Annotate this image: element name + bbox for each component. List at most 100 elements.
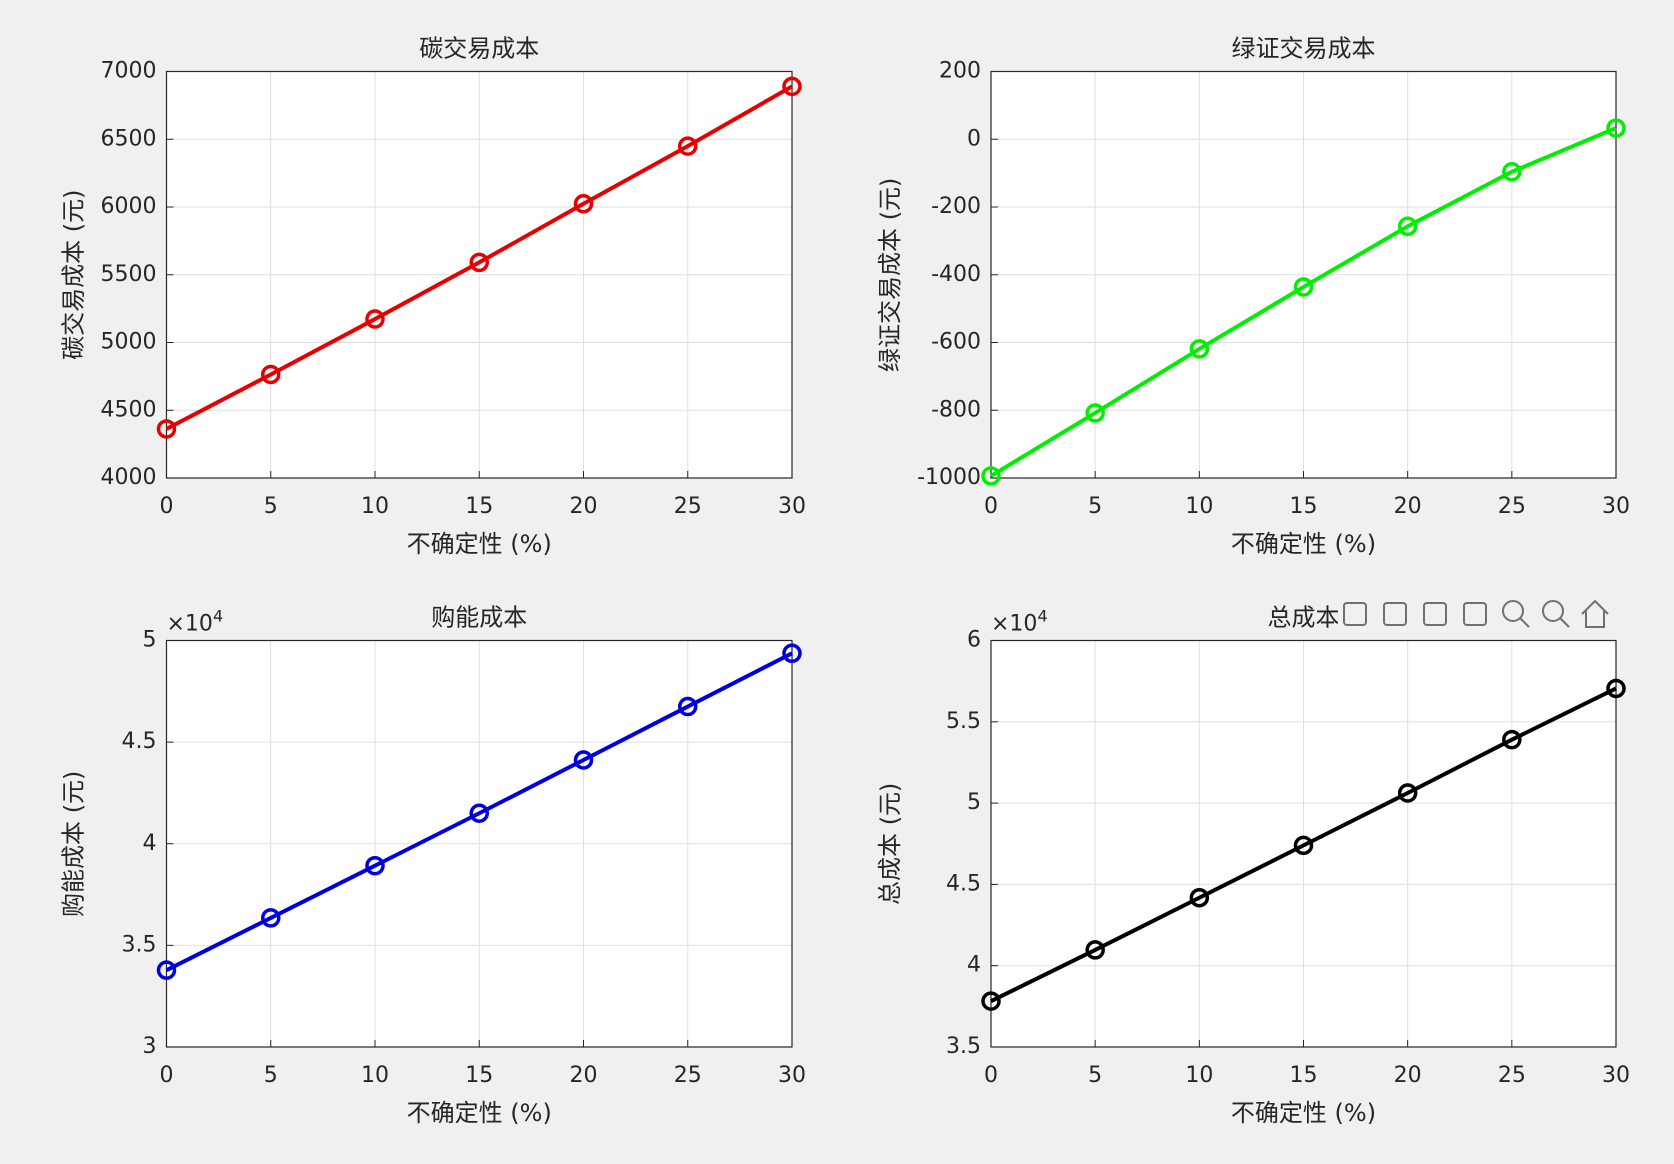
y-tick-label: 4.5 [946, 871, 981, 896]
data-point [261, 908, 281, 928]
axes-frame [990, 70, 1617, 479]
data-point [1502, 729, 1522, 750]
y-tick-label: 5000 [101, 330, 157, 355]
x-tick-label: 20 [570, 494, 598, 519]
x-tick-label: 0 [160, 1063, 174, 1088]
data-point [782, 643, 802, 664]
data-point [469, 803, 489, 824]
x-tick-label: 15 [465, 494, 493, 519]
data-point [1502, 162, 1522, 182]
multiplier-exponent: 4 [1037, 606, 1047, 625]
y-tick-label: 5 [143, 628, 157, 653]
data-point [678, 696, 698, 717]
data-line [165, 651, 793, 972]
x-tick-label: 5 [264, 1063, 278, 1088]
data-point [1606, 678, 1626, 699]
x-tick-label: 0 [984, 1063, 998, 1088]
y-tick-label: 6000 [101, 194, 157, 219]
data-point [1189, 887, 1210, 908]
data-point [469, 252, 489, 273]
data-point [1397, 783, 1418, 803]
x-tick-label: 30 [1602, 1063, 1630, 1088]
data-point [678, 136, 698, 156]
x-tick-label: 25 [674, 1063, 702, 1088]
toolbar-icon [1463, 602, 1487, 626]
y-tick-label: 6 [967, 628, 981, 653]
x-tick-label: 15 [465, 1063, 493, 1088]
axes-frame [165, 639, 793, 1048]
y-tick-label: -200 [931, 194, 981, 219]
x-tick-label: 30 [1602, 494, 1630, 519]
x-tick-label: 5 [264, 494, 278, 519]
y-axis-label: 碳交易成本 (元) [60, 190, 88, 360]
data-line [989, 126, 1617, 478]
y-tick-label: -800 [931, 397, 981, 422]
data-point [1085, 403, 1105, 423]
y-tick-label: -600 [931, 330, 981, 355]
x-tick-label: 20 [1394, 1063, 1422, 1088]
data-point [981, 991, 1001, 1011]
data-point [365, 855, 385, 876]
x-axis-label: 不确定性 (%) [1231, 530, 1376, 558]
x-tick-label: 20 [570, 1063, 598, 1088]
multiplier-base: ×10 [167, 612, 213, 637]
data-point [1397, 216, 1418, 237]
y-tick-label: 5.5 [946, 709, 981, 734]
y-multiplier: ×104 [991, 606, 1048, 637]
subplot: 0 5 10 15 20 25 30 4000 4500 5000 5500 6000 6500 7000… [60, 35, 807, 559]
chart-title: 绿证交易成本 [1232, 35, 1376, 63]
toolbar-icon [1383, 602, 1407, 626]
toolbar-icon [1423, 602, 1447, 626]
y-tick-label: 6500 [101, 126, 157, 151]
axes-frame [165, 70, 793, 479]
y-tick-label: 3.5 [946, 1034, 981, 1059]
data-point [1189, 339, 1210, 359]
data-point [573, 193, 594, 214]
y-tick-label: 4 [967, 953, 981, 978]
y-axis-label: 总成本 (元) [876, 783, 904, 905]
y-tick-label: 3.5 [122, 932, 157, 957]
x-tick-label: 30 [778, 1063, 806, 1088]
chart-title: 总成本 [1268, 604, 1340, 632]
y-tick-label: 4 [143, 831, 157, 856]
data-point [261, 364, 281, 385]
data-point [156, 419, 177, 439]
toolbar-icon [1502, 600, 1524, 622]
x-tick-label: 15 [1290, 494, 1318, 519]
multiplier-exponent: 4 [213, 606, 223, 625]
x-tick-label: 0 [160, 494, 174, 519]
y-multiplier: ×104 [167, 606, 224, 637]
y-tick-label: 4500 [101, 397, 157, 422]
data-point [1293, 277, 1314, 297]
y-tick-label: 5500 [101, 262, 157, 287]
y-axis-label: 购能成本 (元) [60, 771, 88, 917]
data-point [981, 466, 1001, 486]
axes-frame [990, 639, 1617, 1048]
subplot: 0 5 10 15 20 25 30 -1000 -800 -600 -400 -200 0 200 绿证交… [876, 35, 1630, 559]
toolbar-icon [1519, 617, 1530, 628]
y-tick-label: 4.5 [122, 729, 157, 754]
y-tick-label: 0 [967, 126, 981, 151]
x-tick-label: 25 [1498, 494, 1526, 519]
chart-title: 碳交易成本 [419, 35, 539, 63]
x-tick-label: 10 [361, 494, 389, 519]
toolbar-icon [1542, 600, 1564, 622]
x-tick-label: 10 [1185, 1063, 1213, 1088]
data-point [1085, 940, 1105, 960]
chart-title: 购能成本 [431, 604, 527, 632]
data-point [1606, 118, 1626, 138]
x-tick-label: 5 [1088, 1063, 1102, 1088]
data-point [782, 76, 802, 97]
data-point [365, 309, 385, 329]
data-point [1293, 835, 1314, 856]
x-tick-label: 25 [1498, 1063, 1526, 1088]
data-point [573, 750, 594, 770]
toolbar-icon [1343, 602, 1367, 626]
x-tick-label: 25 [674, 494, 702, 519]
axes-toolbar [1338, 596, 1612, 630]
data-line [165, 84, 793, 431]
x-axis-label: 不确定性 (%) [407, 530, 552, 558]
